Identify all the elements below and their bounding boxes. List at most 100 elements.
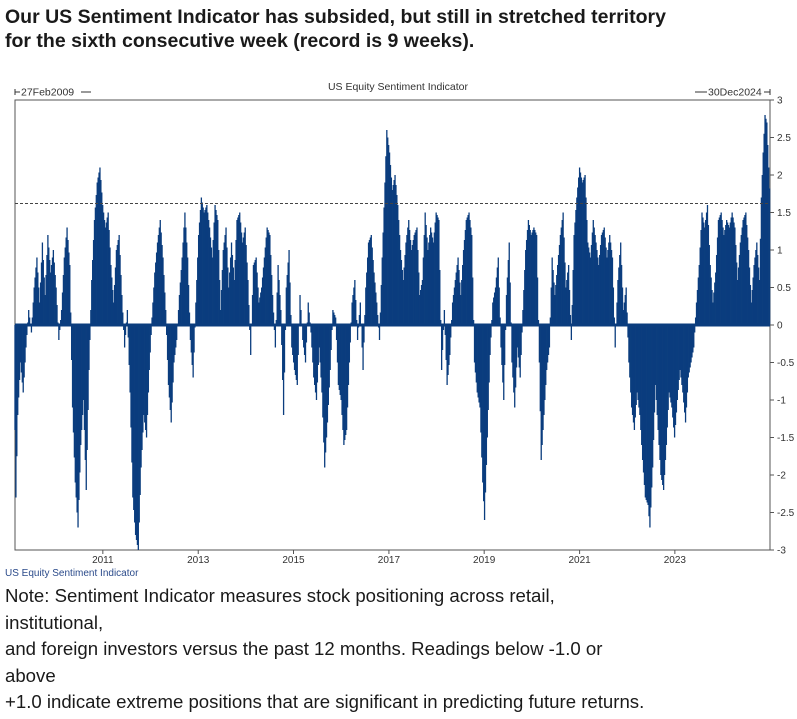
bar: [484, 325, 487, 493]
y-tick-label: 1.5: [777, 208, 791, 219]
bar: [427, 250, 429, 325]
bar: [404, 255, 406, 325]
bar: [156, 242, 159, 325]
bar: [493, 292, 496, 325]
bar: [646, 325, 648, 503]
bar: [285, 287, 287, 325]
bar: [70, 325, 73, 360]
bar: [419, 290, 422, 325]
bar: [366, 272, 368, 325]
bar: [583, 177, 585, 325]
y-tick-label: -2.5: [777, 508, 795, 519]
bar: [65, 237, 67, 325]
bar: [123, 325, 125, 330]
bar: [560, 227, 562, 325]
bar: [197, 235, 200, 325]
bar: [191, 325, 193, 365]
bar: [440, 320, 442, 325]
bar: [73, 325, 76, 458]
bar: [478, 325, 480, 403]
bar: [179, 282, 182, 325]
bar: [35, 267, 37, 325]
bar: [28, 317, 31, 325]
bar: [739, 242, 742, 325]
bar: [531, 232, 533, 325]
bar: [92, 240, 95, 325]
bar: [501, 325, 503, 365]
bar: [547, 325, 550, 355]
bar: [762, 152, 764, 325]
bar: [331, 325, 333, 330]
bar: [155, 262, 157, 325]
bar: [164, 292, 166, 325]
bar: [655, 325, 657, 400]
headline-line-1: Our US Sentiment Indicator has subsided,…: [5, 6, 666, 28]
bar: [747, 237, 749, 325]
bar: [485, 325, 488, 465]
bar: [245, 245, 247, 325]
bar: [260, 292, 262, 325]
bar: [178, 295, 181, 325]
bar: [728, 227, 731, 325]
bar: [768, 167, 770, 325]
bar: [277, 265, 279, 325]
bar: [208, 220, 210, 325]
bar: [159, 220, 161, 325]
bar: [441, 325, 444, 350]
bar: [556, 275, 558, 325]
bar: [162, 257, 164, 325]
bar: [70, 312, 72, 325]
bar: [233, 280, 235, 325]
bar: [110, 265, 112, 325]
bar: [408, 220, 410, 325]
bar: [43, 277, 45, 325]
bar: [696, 290, 699, 325]
bar: [143, 325, 145, 415]
bar: [656, 325, 658, 415]
bar: [738, 255, 741, 325]
bar: [313, 325, 315, 378]
bar: [606, 257, 608, 325]
bar: [715, 255, 718, 325]
bar: [472, 277, 474, 325]
bar: [504, 325, 506, 365]
bar: [667, 325, 669, 410]
bar: [462, 250, 465, 325]
bar: [368, 240, 371, 325]
bar: [726, 220, 728, 325]
bar: [740, 235, 742, 325]
bar: [134, 325, 136, 523]
bar: [172, 325, 174, 383]
bar: [282, 325, 284, 380]
bar: [216, 215, 218, 325]
bar: [673, 325, 675, 428]
bar: [21, 325, 23, 383]
bar: [733, 222, 735, 325]
bar: [337, 325, 340, 385]
bar: [55, 287, 57, 325]
bar: [113, 302, 115, 325]
bar: [505, 295, 508, 325]
bar: [398, 235, 401, 325]
bar: [83, 325, 86, 430]
bar: [270, 255, 272, 325]
bar: [111, 277, 113, 325]
bar: [263, 257, 266, 325]
bar: [768, 188, 771, 325]
bar: [473, 325, 476, 363]
bar: [512, 325, 514, 378]
bar: [754, 257, 756, 325]
bar: [578, 177, 580, 325]
bar: [379, 312, 382, 325]
bar: [669, 325, 671, 398]
bar: [714, 282, 716, 325]
y-tick-label: -1: [777, 396, 786, 407]
bar: [746, 225, 748, 325]
bar: [607, 250, 609, 325]
bar: [336, 325, 339, 363]
bar: [386, 130, 388, 325]
bar: [437, 217, 439, 325]
bar: [240, 222, 242, 325]
bar: [341, 325, 343, 415]
bar: [334, 315, 336, 325]
